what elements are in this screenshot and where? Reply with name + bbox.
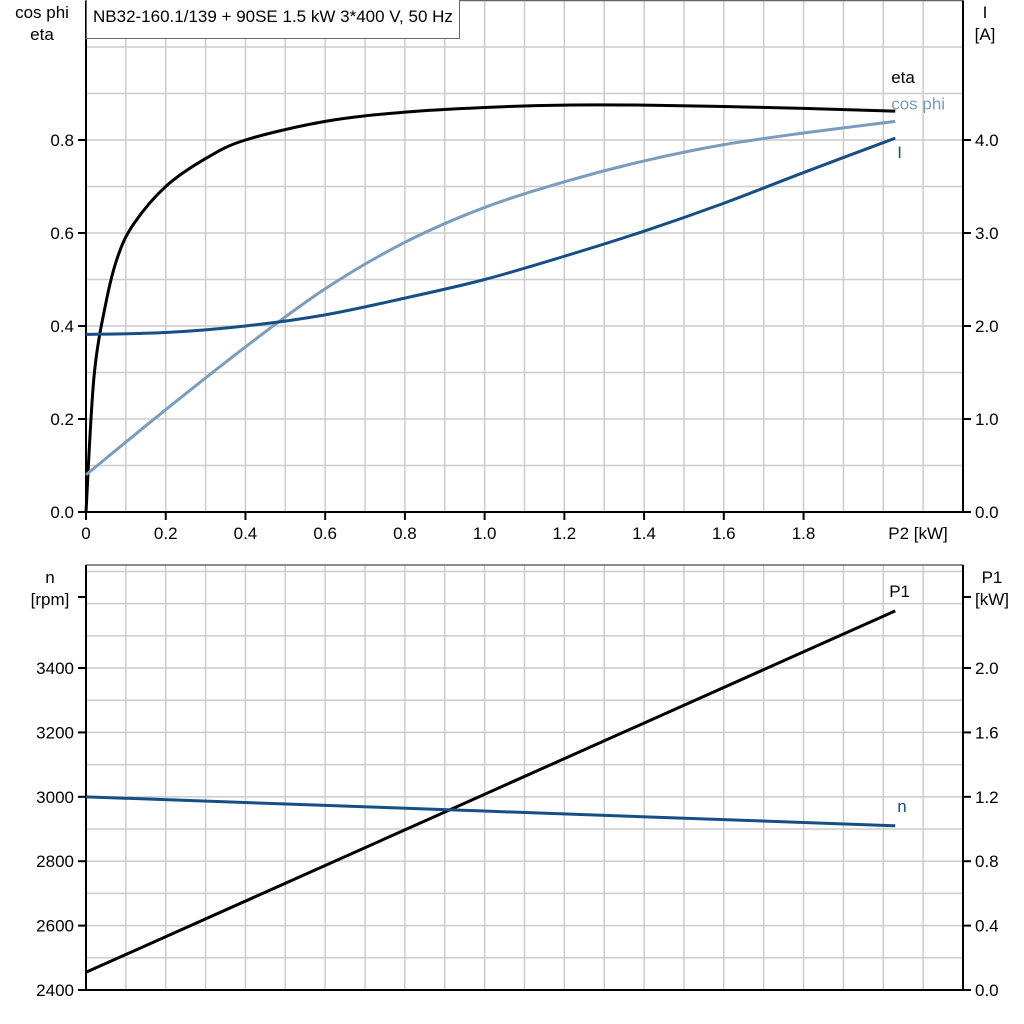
y-left-tick-label: 0.8 xyxy=(50,131,74,150)
chart-title: NB32-160.1/139 + 90SE 1.5 kW 3*400 V, 50… xyxy=(86,0,460,39)
y-left-axis-label: n xyxy=(45,568,54,587)
y-left-tick-label: 0.6 xyxy=(50,224,74,243)
y-right-tick-label: 1.6 xyxy=(975,723,999,742)
y-right-tick-label: 4.0 xyxy=(975,131,999,150)
y-right-axis-label: I xyxy=(983,3,988,22)
y-left-tick-label: 0.4 xyxy=(50,317,74,336)
y-left-tick-label: 3200 xyxy=(36,723,74,742)
series-line-eta xyxy=(84,103,896,513)
y-right-tick-label: 0.0 xyxy=(975,981,999,1000)
series-line-P1 xyxy=(85,609,896,974)
series-line-n xyxy=(85,795,896,828)
x-tick-label: 0 xyxy=(81,524,90,543)
y-right-tick-label: 2.0 xyxy=(975,659,999,678)
y-left-tick-label: 0.0 xyxy=(50,503,74,522)
x-tick-label: 1.6 xyxy=(712,524,736,543)
x-tick-label: 1.8 xyxy=(792,524,816,543)
series-label: n xyxy=(897,797,906,816)
x-tick-label: 1.4 xyxy=(632,524,656,543)
y-left-axis-label: eta xyxy=(30,25,54,44)
y-right-tick-label: 2.0 xyxy=(975,317,999,336)
y-left-tick-label: 2400 xyxy=(36,981,74,1000)
series-label: eta xyxy=(891,68,915,87)
y-right-tick-label: 0.0 xyxy=(975,503,999,522)
y-left-tick-label: 2600 xyxy=(36,917,74,936)
y-left-tick-label: 0.2 xyxy=(50,410,74,429)
y-right-axis-label: P1 xyxy=(982,568,1003,587)
y-right-axis-label: [kW] xyxy=(975,590,1009,609)
x-tick-label: 1.0 xyxy=(473,524,497,543)
y-left-tick-label: 3400 xyxy=(36,659,74,678)
series-label: I xyxy=(897,143,902,162)
series-label: P1 xyxy=(889,582,910,601)
x-tick-label: 1.2 xyxy=(553,524,577,543)
x-tick-label: 0.2 xyxy=(154,524,178,543)
y-left-tick-label: 2800 xyxy=(36,852,74,871)
x-tick-label: 0.4 xyxy=(234,524,258,543)
series-line-cos-phi xyxy=(85,119,896,476)
y-right-tick-label: 1.2 xyxy=(975,788,999,807)
y-right-tick-label: 1.0 xyxy=(975,410,999,429)
series-line-I xyxy=(85,136,896,336)
y-right-axis-label: [A] xyxy=(975,25,996,44)
x-tick-label: 0.6 xyxy=(313,524,337,543)
y-left-axis-label: [rpm] xyxy=(31,590,70,609)
y-left-axis-label: cos phi xyxy=(15,3,69,22)
x-axis-label: P2 [kW] xyxy=(888,524,948,543)
y-right-tick-label: 3.0 xyxy=(975,224,999,243)
series-label: cos phi xyxy=(891,94,945,113)
y-right-tick-label: 0.4 xyxy=(975,917,999,936)
x-tick-label: 0.8 xyxy=(393,524,417,543)
y-left-tick-label: 3000 xyxy=(36,788,74,807)
y-right-tick-label: 0.8 xyxy=(975,852,999,871)
